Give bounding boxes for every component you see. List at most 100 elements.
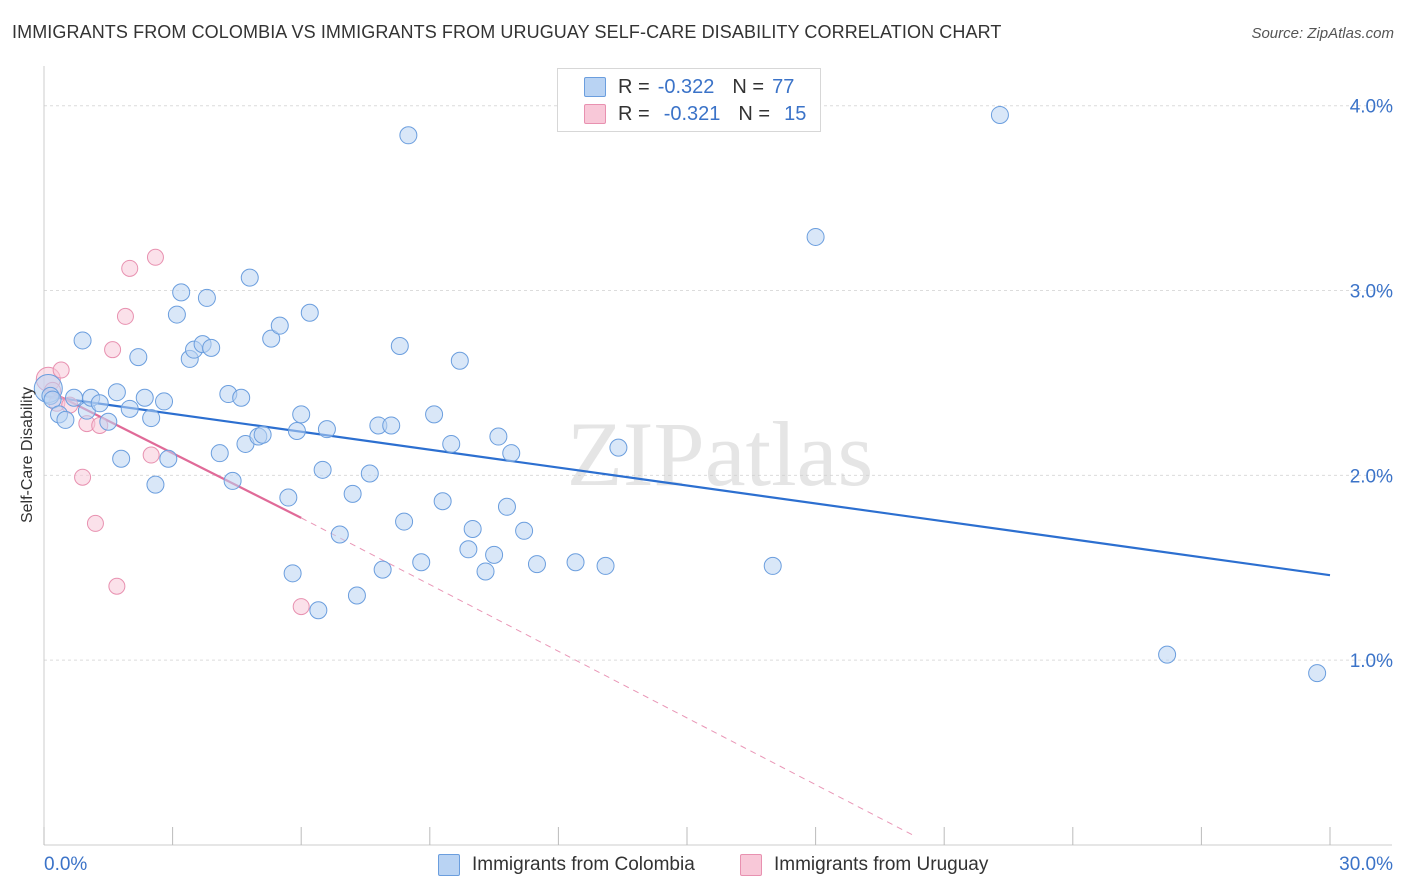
- colombia-point: [155, 392, 174, 411]
- colombia-point: [279, 488, 298, 507]
- r-label: R =: [618, 75, 650, 98]
- colombia-point: [450, 351, 469, 370]
- colombia-point: [463, 519, 482, 538]
- colombia-point: [442, 434, 461, 453]
- series-colombia-points: [33, 105, 1327, 683]
- n-value: 77: [772, 75, 795, 98]
- colombia-point: [300, 303, 319, 322]
- colombia-point: [360, 464, 379, 483]
- colombia-point: [167, 305, 186, 324]
- colombia-point: [425, 405, 444, 424]
- gridlines: [44, 105, 1392, 661]
- colombia-point: [73, 331, 92, 350]
- colombia-point: [373, 560, 392, 579]
- colombia-point: [527, 555, 546, 574]
- colombia-point: [56, 410, 75, 429]
- colombia-swatch: [438, 854, 460, 876]
- colombia-point: [129, 348, 148, 367]
- colombia-point: [1308, 664, 1327, 683]
- colombia-point: [107, 383, 126, 402]
- bottom-legend-colombia: Immigrants from Colombia: [438, 852, 695, 878]
- colombia-point: [390, 336, 409, 355]
- colombia-point: [210, 444, 229, 463]
- colombia-point: [566, 553, 585, 572]
- tick-labels: 1.0% 2.0% 3.0% 4.0% 0.0% 30.0%: [44, 97, 1393, 875]
- colombia-point: [112, 449, 131, 468]
- colombia-point: [253, 425, 272, 444]
- uruguay-point: [116, 307, 134, 325]
- uruguay-point: [108, 577, 126, 595]
- bottom-legend-uruguay: Immigrants from Uruguay: [740, 852, 988, 878]
- colombia-point: [330, 525, 349, 544]
- colombia-point: [399, 126, 418, 145]
- uruguay-point: [74, 468, 92, 486]
- axes: [43, 66, 1392, 846]
- colombia-swatch: [584, 77, 606, 97]
- colombia-point: [240, 268, 259, 287]
- colombia-point: [90, 394, 109, 413]
- n-label: N =: [732, 75, 765, 98]
- colombia-point: [262, 329, 281, 348]
- colombia-point: [763, 556, 782, 575]
- colombia-point: [159, 449, 178, 468]
- colombia-point: [232, 388, 251, 407]
- colombia-point: [270, 316, 289, 335]
- colombia-point: [135, 388, 154, 407]
- colombia-point: [476, 562, 495, 581]
- colombia-point: [146, 475, 165, 494]
- colombia-point: [412, 553, 431, 572]
- uruguay-trendline-extension: [300, 517, 915, 837]
- y-tick-label: 4.0%: [1350, 97, 1393, 118]
- r-value: -0.322: [657, 75, 715, 98]
- colombia-point: [343, 484, 362, 503]
- colombia-point: [142, 409, 161, 428]
- colombia-point: [99, 412, 118, 431]
- uruguay-point: [104, 341, 122, 359]
- uruguay-point: [146, 248, 164, 266]
- colombia-point: [292, 405, 311, 424]
- colombia-point: [202, 338, 221, 357]
- colombia-point: [1158, 645, 1177, 664]
- colombia-point: [515, 521, 534, 540]
- x-tick-label: 0.0%: [44, 854, 87, 875]
- source-label: Source: ZipAtlas.com: [1251, 25, 1394, 42]
- colombia-point: [609, 438, 628, 457]
- x-tick-label: 30.0%: [1339, 854, 1393, 875]
- colombia-point: [806, 227, 825, 246]
- chart-title: IMMIGRANTS FROM COLOMBIA VS IMMIGRANTS F…: [12, 22, 1002, 42]
- colombia-point: [485, 545, 504, 564]
- n-label: N =: [738, 102, 771, 125]
- colombia-point: [382, 416, 401, 435]
- colombia-point: [990, 105, 1009, 124]
- y-tick-label: 2.0%: [1350, 466, 1393, 487]
- colombia-point: [309, 601, 328, 620]
- legend-row-colombia: R = -0.322 N = 77: [584, 75, 794, 99]
- r-value: -0.321: [663, 102, 721, 125]
- colombia-point: [596, 556, 615, 575]
- colombia-point: [433, 492, 452, 511]
- correlation-legend: R = -0.322 N = 77 R = -0.321 N = 15: [557, 68, 821, 132]
- colombia-point: [317, 420, 336, 439]
- colombia-point: [313, 460, 332, 479]
- y-tick-label: 3.0%: [1350, 282, 1393, 303]
- colombia-point: [120, 399, 139, 418]
- colombia-point: [347, 586, 366, 605]
- colombia-point: [459, 540, 478, 559]
- uruguay-point: [86, 514, 104, 532]
- uruguay-point: [292, 598, 310, 616]
- colombia-point: [172, 283, 191, 302]
- uruguay-swatch: [740, 854, 762, 876]
- colombia-point: [395, 512, 414, 531]
- colombia-point: [502, 444, 521, 463]
- uruguay-point: [142, 446, 160, 464]
- uruguay-point: [121, 259, 139, 277]
- colombia-legend-label: Immigrants from Colombia: [472, 854, 695, 875]
- n-value: 15: [784, 102, 807, 125]
- y-axis-label: Self-Care Disability: [19, 386, 36, 524]
- colombia-point: [497, 497, 516, 516]
- r-label: R =: [618, 102, 650, 125]
- colombia-point: [287, 422, 306, 441]
- uruguay-point: [52, 361, 70, 379]
- colombia-trendline: [43, 394, 1331, 577]
